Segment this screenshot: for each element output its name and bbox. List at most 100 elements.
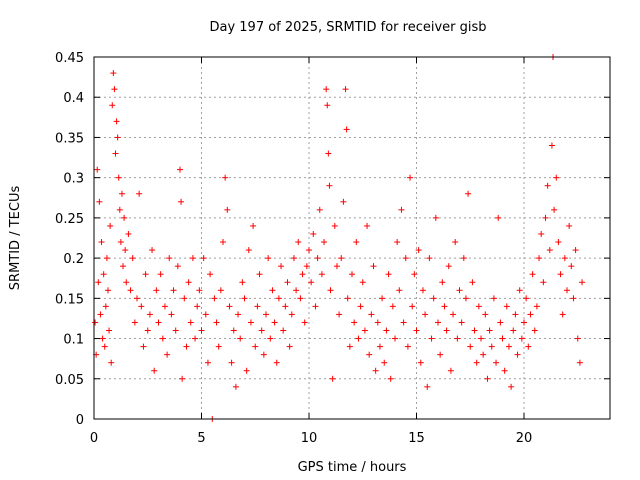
data-point	[441, 303, 448, 310]
data-point	[381, 359, 388, 366]
data-point	[181, 295, 188, 302]
data-point	[293, 287, 300, 294]
data-point	[437, 351, 444, 358]
data-point	[495, 214, 502, 221]
data-point	[269, 287, 276, 294]
data-point	[505, 343, 512, 350]
data-point	[450, 311, 457, 318]
data-point	[346, 343, 353, 350]
data-point	[284, 279, 291, 286]
data-point	[183, 343, 190, 350]
data-point	[361, 327, 368, 334]
data-point	[351, 319, 358, 326]
data-point	[548, 142, 555, 149]
data-point	[503, 303, 510, 310]
data-point	[482, 311, 489, 318]
data-point	[564, 287, 570, 294]
data-point	[178, 198, 185, 205]
data-point	[566, 222, 573, 229]
plot-frame	[93, 56, 611, 420]
data-point	[136, 190, 143, 197]
data-point	[202, 311, 209, 318]
data-point	[396, 287, 403, 294]
data-point	[308, 279, 315, 286]
data-point	[217, 287, 224, 294]
data-point	[533, 303, 540, 310]
data-point	[260, 351, 267, 358]
data-point	[189, 255, 196, 262]
data-point	[118, 190, 125, 197]
data-point	[462, 295, 469, 302]
data-point	[318, 271, 325, 278]
data-point	[379, 295, 386, 302]
data-point	[415, 247, 422, 254]
data-point	[344, 295, 351, 302]
data-point	[177, 166, 183, 173]
data-point	[490, 295, 497, 302]
x-axis-label: GPS time / hours	[298, 460, 407, 475]
data-point	[419, 287, 426, 294]
data-point	[413, 327, 420, 334]
data-point	[102, 303, 109, 310]
data-point	[280, 327, 287, 334]
data-point	[499, 335, 506, 342]
data-point	[108, 359, 115, 366]
data-point	[224, 206, 231, 213]
data-point	[471, 327, 478, 334]
data-point	[140, 343, 147, 350]
data-point	[273, 359, 280, 366]
data-point	[157, 271, 164, 278]
x-tick-label: 10	[301, 431, 318, 446]
data-point	[138, 303, 145, 310]
data-point	[161, 303, 168, 310]
data-point	[561, 255, 568, 262]
data-point	[235, 311, 242, 318]
data-point	[329, 375, 336, 382]
data-point	[120, 263, 127, 270]
data-point	[121, 214, 128, 221]
data-point	[355, 335, 362, 342]
data-point	[327, 287, 334, 294]
data-point	[115, 174, 122, 181]
data-point	[536, 255, 543, 262]
data-point	[394, 239, 401, 246]
data-point	[211, 295, 218, 302]
data-point	[299, 271, 306, 278]
data-point	[501, 367, 508, 374]
data-point	[286, 343, 293, 350]
data-point	[555, 239, 562, 246]
data-point	[192, 335, 199, 342]
data-point	[303, 263, 310, 270]
data-point	[402, 255, 409, 262]
data-point	[404, 343, 411, 350]
data-point	[342, 86, 349, 93]
data-point	[469, 279, 476, 286]
data-point	[125, 230, 132, 237]
data-point	[241, 295, 248, 302]
data-point	[96, 198, 103, 205]
y-tick-label: 0.15	[55, 292, 84, 307]
data-point	[579, 279, 586, 286]
data-point	[116, 206, 123, 213]
data-point	[430, 295, 437, 302]
y-tick-label: 0	[76, 413, 84, 428]
data-point	[220, 239, 226, 246]
chart-title: Day 197 of 2025, SRMTID for receiver gis…	[209, 20, 486, 35]
y-tick-label: 0.4	[63, 91, 84, 106]
data-point	[473, 359, 480, 366]
data-point	[312, 303, 319, 310]
data-point	[265, 255, 272, 262]
data-point	[557, 271, 564, 278]
data-point	[467, 343, 474, 350]
data-point	[122, 247, 129, 254]
data-point	[282, 303, 289, 310]
data-point	[164, 351, 171, 358]
y-axis-label: SRMTID / TECUs	[8, 186, 23, 291]
data-point	[458, 319, 465, 326]
data-point	[310, 230, 317, 237]
data-point	[155, 319, 162, 326]
data-point	[372, 367, 379, 374]
data-point	[409, 303, 416, 310]
data-point	[497, 319, 504, 326]
data-point	[301, 319, 308, 326]
